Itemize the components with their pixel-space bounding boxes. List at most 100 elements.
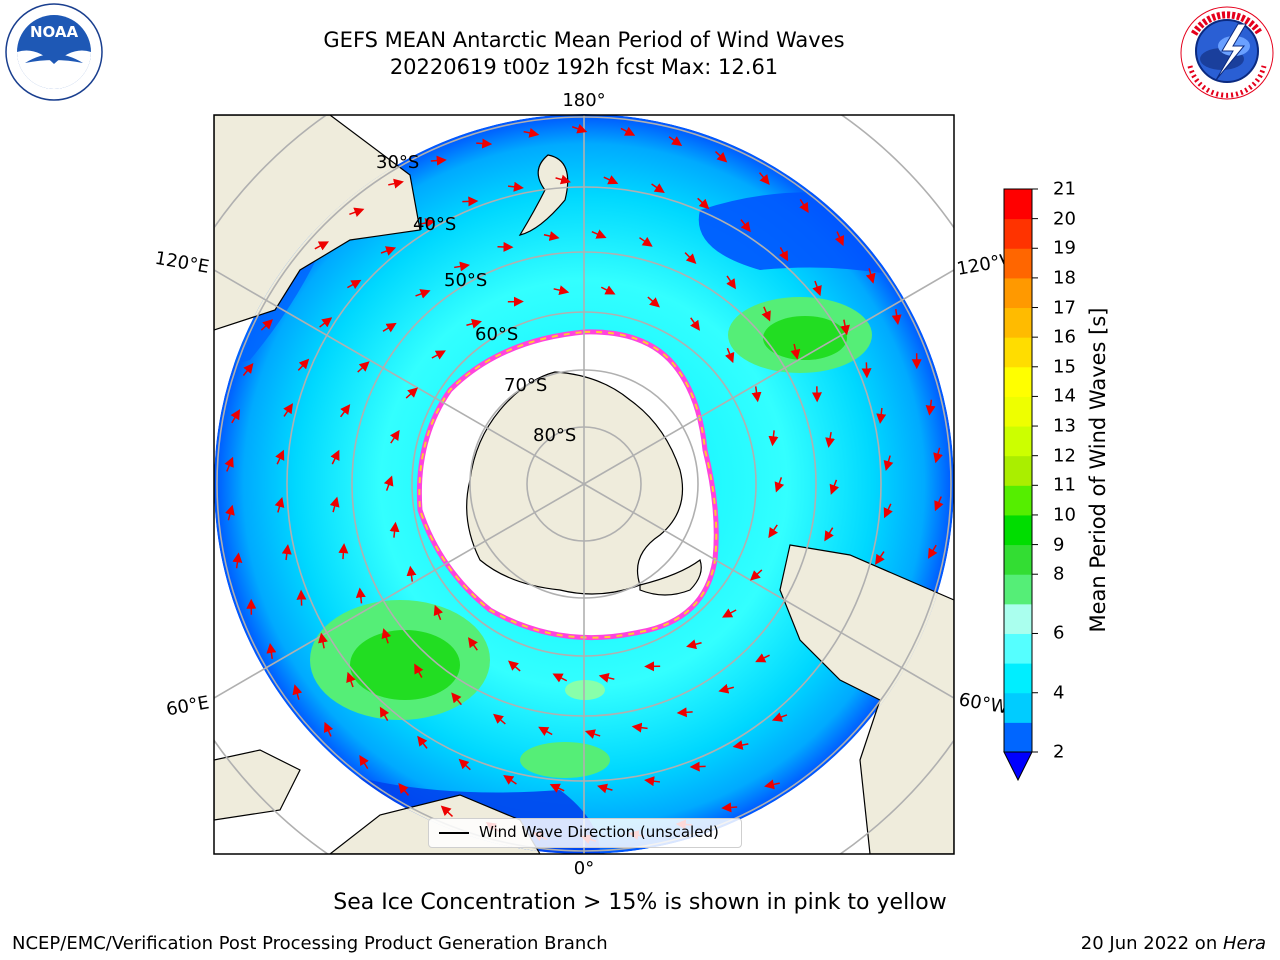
antarctica-land	[466, 371, 684, 595]
colorbar-tick-label: 11	[1053, 474, 1076, 496]
wind-wave-arrow	[281, 544, 292, 561]
wind-wave-arrow	[647, 296, 660, 308]
wind-wave-arrow	[283, 403, 293, 417]
wind-wave-arrow	[755, 653, 770, 663]
antarctic-peninsula-land	[639, 559, 702, 596]
wind-wave-arrow	[543, 231, 560, 241]
wind-wave-arrow	[722, 608, 737, 618]
wind-wave-arrow	[419, 218, 436, 228]
wind-wave-arrow	[381, 628, 392, 644]
wind-wave-arrow	[230, 409, 241, 424]
wind-wave-arrow	[468, 637, 478, 651]
wind-wave-arrow	[829, 479, 840, 495]
wind-wave-arrow	[812, 280, 822, 297]
wind-wave-arrow	[714, 151, 728, 163]
wind-wave-arrow	[347, 279, 362, 290]
wind-wave-arrow	[684, 252, 697, 264]
wind-wave-arrow	[260, 319, 273, 331]
wind-wave-arrow	[503, 775, 517, 785]
wind-wave-arrow	[405, 387, 418, 399]
wind-wave-arrow	[883, 503, 893, 519]
wind-wave-arrow	[349, 207, 365, 217]
wind-wave-arrow	[433, 604, 444, 621]
noaa-logo: NOAA	[5, 3, 103, 101]
colorbar-tick-label: 15	[1053, 356, 1076, 378]
colorbar-bin	[1004, 574, 1032, 605]
wind-wave-arrow	[603, 175, 619, 185]
lat-label-40s: 40°S	[413, 214, 456, 235]
wind-wave-arrow	[380, 246, 397, 256]
wind-wave-arrow	[476, 138, 493, 149]
wind-wave-arrow	[458, 758, 471, 771]
wind-wave-arrow	[651, 183, 665, 193]
wind-wave-arrow	[323, 721, 334, 737]
colorbar-bin	[1004, 218, 1032, 249]
wind-wave-arrow	[406, 565, 417, 582]
meridian-60w	[583, 483, 905, 670]
colorbar-tick-label: 14	[1053, 385, 1076, 407]
wind-wave-arrow	[584, 729, 601, 739]
wind-wave-arrow	[398, 783, 410, 796]
run-host: Hera	[1222, 933, 1266, 954]
wind-wave-arrow	[329, 496, 340, 513]
graticule	[214, 115, 954, 854]
wind-wave-arrow	[466, 318, 482, 329]
wind-wave-arrow	[732, 740, 749, 750]
wind-wave-arrow	[825, 432, 836, 448]
meridian-120w-outer	[903, 269, 954, 300]
colorbar-tick-label: 20	[1053, 208, 1076, 230]
colorbar-tick-label: 13	[1053, 415, 1076, 437]
lon-label-180: 180°	[562, 90, 605, 111]
wind-wave-arrow	[359, 754, 369, 769]
wind-wave-arrow	[440, 805, 454, 817]
wind-wave-arrow	[620, 126, 636, 136]
colorbar-bin	[1004, 337, 1032, 368]
wind-wave-arrow	[934, 496, 944, 512]
wind-wave-arrow	[740, 219, 751, 233]
wind-wave-arrow	[690, 317, 700, 331]
wind-wave-arrow	[686, 639, 702, 650]
chart-subtitle: 20220619 t00z 192h fcst Max: 12.61	[389, 55, 779, 79]
wind-wave-arrow	[314, 241, 329, 251]
colorbar-bin	[1004, 277, 1032, 309]
wind-wave-arrow	[778, 247, 789, 262]
colorbar-bin	[1004, 692, 1032, 723]
wind-wave-arrow	[383, 475, 394, 491]
wind-wave-arrow	[523, 127, 540, 138]
wind-wave-arrow	[338, 543, 349, 560]
wind-wave-arrow	[274, 497, 285, 513]
wind-wave-arrow	[318, 632, 328, 649]
wind-wave-arrow	[768, 524, 779, 539]
legend-label: Wind Wave Direction (unscaled)	[479, 823, 719, 841]
wind-wave-arrow	[764, 779, 780, 790]
wind-wave-arrow	[224, 456, 234, 472]
wind-wave-arrow	[721, 802, 738, 813]
colorbar-bin	[1004, 396, 1032, 427]
lon-label-60w: 60°W	[957, 689, 1010, 718]
meridian-60e	[263, 483, 585, 670]
wind-wave-arrow	[697, 197, 710, 210]
wind-wave-arrow	[875, 551, 885, 565]
colorbar-bin	[1004, 722, 1032, 753]
colorbar-bin	[1004, 514, 1032, 546]
meridian-120e-outer	[214, 269, 265, 300]
run-date: 20 Jun 2022 on Hera	[1081, 933, 1266, 954]
colorbar	[1003, 188, 1038, 782]
wind-wave-arrow	[507, 181, 524, 192]
wind-wave-arrow	[598, 672, 615, 683]
colorbar-bin	[1004, 485, 1032, 516]
colorbar-tick-label: 8	[1053, 563, 1065, 585]
wind-wave-arrow	[552, 673, 568, 683]
wind-wave-arrow	[597, 783, 613, 794]
run-date-text: 20 Jun 2022 on	[1080, 933, 1223, 954]
wind-wave-arrow	[927, 544, 938, 559]
colorbar-bin	[1004, 248, 1032, 279]
producer-credit: NCEP/EMC/Verification Post Processing Pr…	[12, 933, 608, 954]
colorbar-bin	[1004, 366, 1032, 397]
wind-wave-arrow	[232, 552, 243, 569]
lon-label-0: 0°	[574, 858, 594, 879]
colorbar-tick-label: 10	[1053, 504, 1076, 526]
colorbar-tick-label: 9	[1053, 534, 1065, 556]
wind-wave-arrow	[768, 430, 779, 447]
wind-wave-arrow	[865, 268, 876, 284]
